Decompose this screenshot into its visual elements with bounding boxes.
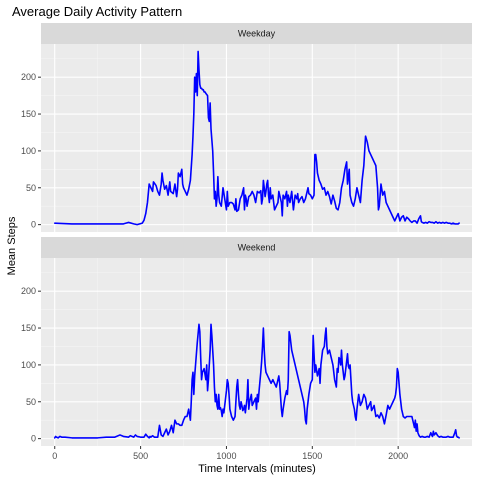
plot-panel-weekend <box>41 258 472 446</box>
x-tick-label: 0 <box>52 451 57 461</box>
y-tick-label: 100 <box>21 146 36 156</box>
panels: Weekday 0 50 100 150 200 Weekend 0 50 100 150 200 <box>21 23 472 446</box>
y-tick-label: 50 <box>26 397 36 407</box>
facet-strip-weekend <box>41 237 472 258</box>
series-line-weekday <box>53 50 460 226</box>
plot-panel-weekday <box>41 44 472 232</box>
facet-panel-weekend: Weekend 0 50 100 150 200 <box>21 237 472 446</box>
facet-strip-label-weekend: Weekend <box>238 243 276 253</box>
y-axis-title: Mean Steps <box>6 216 18 275</box>
facet-panel-weekday: Weekday 0 50 100 150 200 <box>21 23 472 232</box>
y-tick-label: 0 <box>31 434 36 444</box>
y-tick-label: 50 <box>26 183 36 193</box>
y-axis-weekend: 0 50 100 150 200 <box>21 286 41 444</box>
y-tick-label: 0 <box>31 220 36 230</box>
y-tick-label: 100 <box>21 360 36 370</box>
x-tick-label: 1500 <box>302 451 322 461</box>
series-line-weekend <box>53 323 460 439</box>
y-tick-label: 150 <box>21 323 36 333</box>
x-axis: 0 500 1000 1500 2000 <box>52 446 408 461</box>
y-axis-weekday: 0 50 100 150 200 <box>21 72 41 230</box>
gridlines-weekday <box>41 44 472 232</box>
x-tick-label: 2000 <box>388 451 408 461</box>
y-tick-label: 200 <box>21 286 36 296</box>
chart-title: Average Daily Activity Pattern <box>12 4 182 19</box>
y-tick-label: 200 <box>21 72 36 82</box>
facet-strip-weekday <box>41 23 472 44</box>
x-tick-label: 500 <box>133 451 148 461</box>
facet-strip-label-weekday: Weekday <box>238 29 276 39</box>
x-axis-title: Time Intervals (minutes) <box>198 463 316 475</box>
x-tick-label: 1000 <box>216 451 236 461</box>
y-tick-label: 150 <box>21 109 36 119</box>
